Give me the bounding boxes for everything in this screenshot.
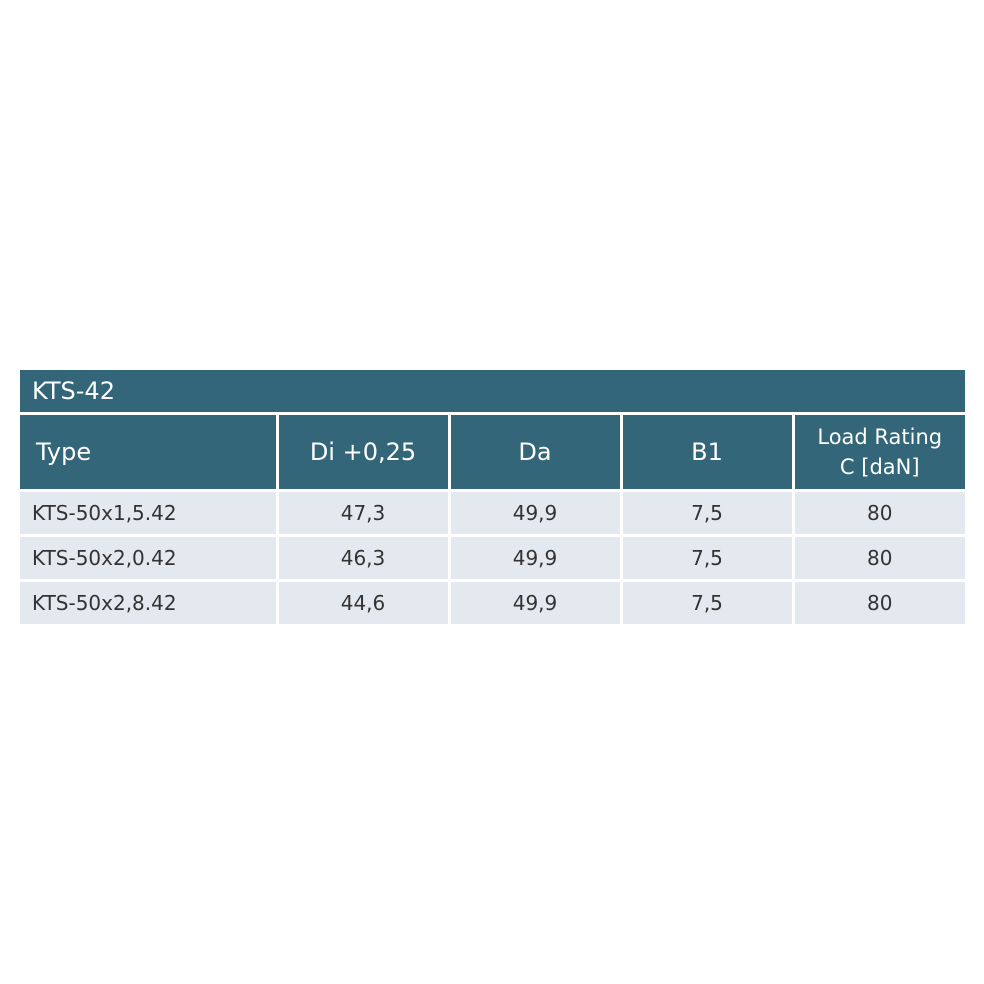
table-title: KTS-42 <box>20 370 965 412</box>
table-cell: 80 <box>791 489 965 536</box>
header-cell: Da <box>447 412 621 491</box>
header-cell: Load Rating C [daN] <box>791 412 965 491</box>
table-cell: 80 <box>791 579 965 624</box>
table-cell: 44,6 <box>275 579 449 624</box>
table-cell: KTS-50x2,8.42 <box>20 579 277 624</box>
table: Type Di +0,25 Da B1 Load Rating C [daN] KTS-5… <box>20 412 965 624</box>
header-cell: B1 <box>619 412 793 491</box>
table-cell: 46,3 <box>275 534 449 581</box>
header-line: C [daN] <box>839 455 920 479</box>
spec-table: KTS-42 Type Di +0,25 Da B1 Load Rating C [daN… <box>20 370 965 624</box>
table-cell: 47,3 <box>275 489 449 536</box>
table-row: KTS-50x2,8.42 44,6 49,9 7,5 80 <box>20 579 965 624</box>
header-cell: Di +0,25 <box>275 412 449 491</box>
table-body: KTS-50x1,5.42 47,3 49,9 7,5 80 KTS-50x2,0.42 4… <box>20 489 965 624</box>
header-row: Type Di +0,25 Da B1 Load Rating C [daN] <box>20 412 965 491</box>
table-cell: KTS-50x2,0.42 <box>20 534 277 581</box>
table-cell: 49,9 <box>447 534 621 581</box>
header-line: Load Rating <box>817 425 943 449</box>
header-cell: Type <box>20 412 277 491</box>
table-cell: 7,5 <box>619 534 793 581</box>
table-cell: KTS-50x1,5.42 <box>20 489 277 536</box>
table-row: KTS-50x1,5.42 47,3 49,9 7,5 80 <box>20 489 965 536</box>
table-cell: 49,9 <box>447 579 621 624</box>
table-row: KTS-50x2,0.42 46,3 49,9 7,5 80 <box>20 534 965 581</box>
table-cell: 7,5 <box>619 489 793 536</box>
table-cell: 7,5 <box>619 579 793 624</box>
table-cell: 49,9 <box>447 489 621 536</box>
table-cell: 80 <box>791 534 965 581</box>
